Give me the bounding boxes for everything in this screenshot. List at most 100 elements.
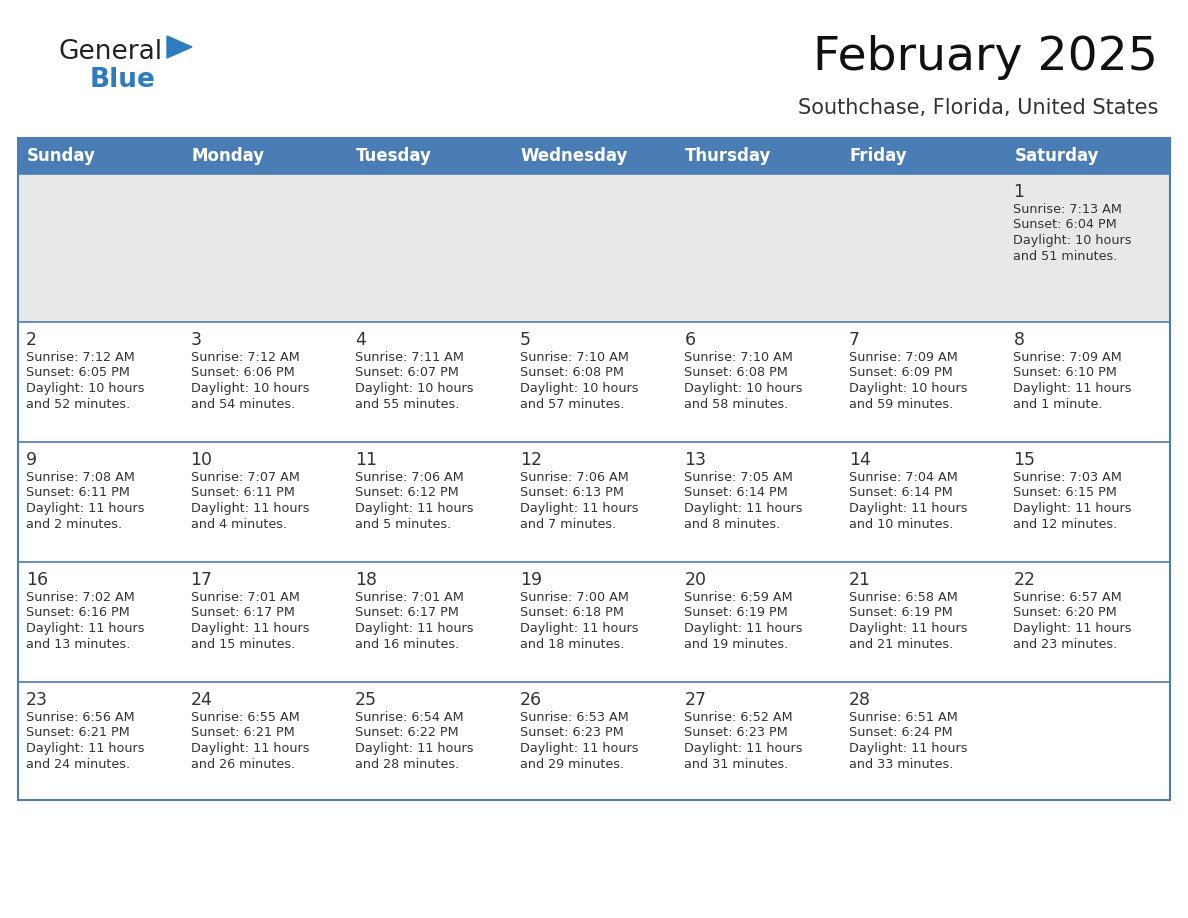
Text: Daylight: 11 hours: Daylight: 11 hours	[26, 742, 145, 755]
Text: and 33 minutes.: and 33 minutes.	[849, 757, 953, 770]
Text: 22: 22	[1013, 571, 1036, 589]
Text: 5: 5	[519, 331, 531, 349]
Text: and 15 minutes.: and 15 minutes.	[190, 637, 295, 651]
Text: 10: 10	[190, 451, 213, 469]
Text: 20: 20	[684, 571, 707, 589]
Text: Sunrise: 6:53 AM: Sunrise: 6:53 AM	[519, 711, 628, 724]
Text: 28: 28	[849, 691, 871, 709]
Text: Daylight: 11 hours: Daylight: 11 hours	[849, 622, 967, 635]
Text: Daylight: 10 hours: Daylight: 10 hours	[190, 382, 309, 395]
Bar	[18, 442, 1170, 562]
Text: Sunset: 6:19 PM: Sunset: 6:19 PM	[849, 607, 953, 620]
Text: Daylight: 10 hours: Daylight: 10 hours	[26, 382, 145, 395]
Text: Sunset: 6:20 PM: Sunset: 6:20 PM	[1013, 607, 1117, 620]
Text: Sunset: 6:17 PM: Sunset: 6:17 PM	[355, 607, 459, 620]
Text: Sunrise: 7:09 AM: Sunrise: 7:09 AM	[1013, 351, 1123, 364]
Text: Sunrise: 7:08 AM: Sunrise: 7:08 AM	[26, 471, 135, 484]
Text: Sunset: 6:10 PM: Sunset: 6:10 PM	[1013, 366, 1117, 379]
Text: Sunrise: 7:06 AM: Sunrise: 7:06 AM	[519, 471, 628, 484]
Text: Sunset: 6:11 PM: Sunset: 6:11 PM	[26, 487, 129, 499]
Text: Sunrise: 7:06 AM: Sunrise: 7:06 AM	[355, 471, 463, 484]
Text: Sunset: 6:17 PM: Sunset: 6:17 PM	[190, 607, 295, 620]
Text: Sunrise: 7:05 AM: Sunrise: 7:05 AM	[684, 471, 794, 484]
Text: Sunrise: 7:12 AM: Sunrise: 7:12 AM	[190, 351, 299, 364]
Text: and 24 minutes.: and 24 minutes.	[26, 757, 131, 770]
Text: Daylight: 11 hours: Daylight: 11 hours	[849, 742, 967, 755]
Text: Daylight: 11 hours: Daylight: 11 hours	[1013, 502, 1132, 515]
Text: 13: 13	[684, 451, 707, 469]
Text: Daylight: 10 hours: Daylight: 10 hours	[849, 382, 967, 395]
Text: 2: 2	[26, 331, 37, 349]
Text: and 2 minutes.: and 2 minutes.	[26, 518, 122, 531]
Text: Sunrise: 6:58 AM: Sunrise: 6:58 AM	[849, 591, 958, 604]
Text: Sunset: 6:14 PM: Sunset: 6:14 PM	[684, 487, 788, 499]
Text: 12: 12	[519, 451, 542, 469]
Text: Sunset: 6:09 PM: Sunset: 6:09 PM	[849, 366, 953, 379]
Text: Daylight: 11 hours: Daylight: 11 hours	[684, 622, 803, 635]
Text: Daylight: 10 hours: Daylight: 10 hours	[1013, 234, 1132, 247]
Text: Sunset: 6:06 PM: Sunset: 6:06 PM	[190, 366, 295, 379]
Text: and 31 minutes.: and 31 minutes.	[684, 757, 789, 770]
Text: 11: 11	[355, 451, 377, 469]
Text: Daylight: 10 hours: Daylight: 10 hours	[519, 382, 638, 395]
Text: General: General	[58, 39, 162, 65]
Text: 26: 26	[519, 691, 542, 709]
Text: and 1 minute.: and 1 minute.	[1013, 397, 1102, 410]
Text: Daylight: 10 hours: Daylight: 10 hours	[684, 382, 803, 395]
Text: Sunrise: 7:02 AM: Sunrise: 7:02 AM	[26, 591, 134, 604]
Text: and 8 minutes.: and 8 minutes.	[684, 518, 781, 531]
Text: 9: 9	[26, 451, 37, 469]
Bar	[18, 138, 1170, 174]
Text: Daylight: 11 hours: Daylight: 11 hours	[1013, 382, 1132, 395]
Text: Daylight: 11 hours: Daylight: 11 hours	[355, 502, 474, 515]
Text: Sunset: 6:22 PM: Sunset: 6:22 PM	[355, 726, 459, 740]
Bar	[18, 562, 1170, 682]
Text: Sunrise: 7:00 AM: Sunrise: 7:00 AM	[519, 591, 628, 604]
Text: Sunset: 6:14 PM: Sunset: 6:14 PM	[849, 487, 953, 499]
Text: Sunset: 6:11 PM: Sunset: 6:11 PM	[190, 487, 295, 499]
Text: 15: 15	[1013, 451, 1036, 469]
Text: 7: 7	[849, 331, 860, 349]
Text: Sunrise: 6:55 AM: Sunrise: 6:55 AM	[190, 711, 299, 724]
Text: and 51 minutes.: and 51 minutes.	[1013, 250, 1118, 263]
Text: Daylight: 11 hours: Daylight: 11 hours	[26, 622, 145, 635]
Text: 24: 24	[190, 691, 213, 709]
Text: 1: 1	[1013, 183, 1024, 201]
Text: Sunrise: 6:54 AM: Sunrise: 6:54 AM	[355, 711, 463, 724]
Text: Sunrise: 7:07 AM: Sunrise: 7:07 AM	[190, 471, 299, 484]
Text: Thursday: Thursday	[685, 147, 772, 165]
Text: Sunset: 6:15 PM: Sunset: 6:15 PM	[1013, 487, 1117, 499]
Bar	[18, 174, 1170, 322]
Text: Sunrise: 7:01 AM: Sunrise: 7:01 AM	[355, 591, 465, 604]
Text: and 12 minutes.: and 12 minutes.	[1013, 518, 1118, 531]
Text: Sunrise: 6:56 AM: Sunrise: 6:56 AM	[26, 711, 134, 724]
Text: Sunrise: 7:12 AM: Sunrise: 7:12 AM	[26, 351, 134, 364]
Text: and 52 minutes.: and 52 minutes.	[26, 397, 131, 410]
Text: and 28 minutes.: and 28 minutes.	[355, 757, 460, 770]
Bar	[18, 682, 1170, 800]
Text: 18: 18	[355, 571, 377, 589]
Text: Sunset: 6:23 PM: Sunset: 6:23 PM	[684, 726, 788, 740]
Text: Daylight: 11 hours: Daylight: 11 hours	[26, 502, 145, 515]
Text: Sunrise: 7:03 AM: Sunrise: 7:03 AM	[1013, 471, 1123, 484]
Text: Sunrise: 7:10 AM: Sunrise: 7:10 AM	[684, 351, 794, 364]
Text: and 26 minutes.: and 26 minutes.	[190, 757, 295, 770]
Text: Southchase, Florida, United States: Southchase, Florida, United States	[797, 98, 1158, 118]
Text: Sunset: 6:21 PM: Sunset: 6:21 PM	[190, 726, 295, 740]
Text: Daylight: 11 hours: Daylight: 11 hours	[190, 622, 309, 635]
Text: and 7 minutes.: and 7 minutes.	[519, 518, 615, 531]
Text: 3: 3	[190, 331, 202, 349]
Text: Daylight: 11 hours: Daylight: 11 hours	[190, 742, 309, 755]
Text: and 10 minutes.: and 10 minutes.	[849, 518, 953, 531]
Text: Sunrise: 6:57 AM: Sunrise: 6:57 AM	[1013, 591, 1123, 604]
Text: and 4 minutes.: and 4 minutes.	[190, 518, 286, 531]
Text: 19: 19	[519, 571, 542, 589]
Text: Sunset: 6:05 PM: Sunset: 6:05 PM	[26, 366, 129, 379]
Text: and 23 minutes.: and 23 minutes.	[1013, 637, 1118, 651]
Text: 23: 23	[26, 691, 48, 709]
Text: Sunset: 6:21 PM: Sunset: 6:21 PM	[26, 726, 129, 740]
Text: and 19 minutes.: and 19 minutes.	[684, 637, 789, 651]
Text: Sunset: 6:18 PM: Sunset: 6:18 PM	[519, 607, 624, 620]
Text: and 57 minutes.: and 57 minutes.	[519, 397, 624, 410]
Text: and 18 minutes.: and 18 minutes.	[519, 637, 624, 651]
